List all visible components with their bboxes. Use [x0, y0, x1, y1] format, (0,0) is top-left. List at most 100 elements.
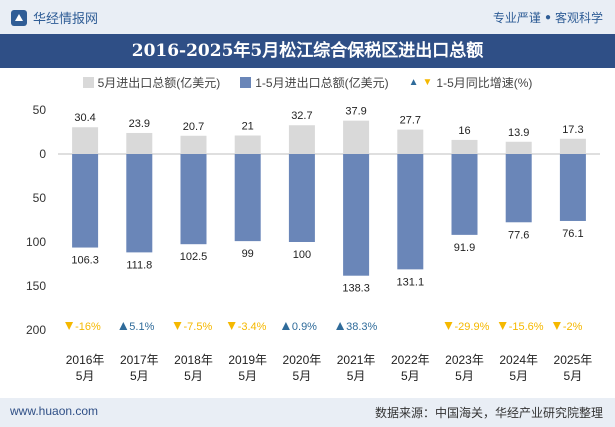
data-label-month-total: 13.9	[508, 127, 529, 139]
x-tick-label: 2020年	[283, 353, 322, 367]
bar-month-total	[559, 138, 586, 154]
x-tick-label: 2019年	[228, 353, 267, 367]
growth-label: 0.9%	[292, 321, 317, 333]
data-label-month-total: 27.7	[400, 115, 421, 127]
data-label-cumulative-total: 106.3	[71, 255, 99, 267]
x-tick-label: 2016年	[66, 353, 105, 367]
bar-month-total	[397, 129, 424, 154]
data-label-cumulative-total: 102.5	[180, 251, 208, 263]
bar-month-total	[234, 135, 261, 154]
brand-name: 华经情报网	[33, 11, 99, 26]
y-tick-label: 50	[33, 103, 47, 117]
growth-label: 38.3%	[346, 321, 377, 333]
growth-label: -16%	[75, 321, 101, 333]
growth-label: -3.4%	[238, 321, 267, 333]
x-tick-label: 2018年	[174, 353, 213, 367]
bullet-icon: ●	[544, 12, 551, 23]
growth-label: -29.9%	[455, 321, 490, 333]
data-label-month-total: 30.4	[74, 112, 95, 124]
growth-up-marker	[336, 322, 345, 330]
bar-month-total	[451, 139, 478, 154]
top-header-bar: 华经情报网 专业严谨 ● 客观科学	[0, 0, 615, 34]
bar-cumulative-total	[72, 154, 99, 248]
data-label-cumulative-total: 131.1	[397, 276, 425, 288]
x-tick-label: 5月	[564, 369, 583, 383]
growth-label: -2%	[563, 321, 583, 333]
data-label-month-total: 16	[458, 125, 470, 137]
data-label-cumulative-total: 76.1	[562, 228, 583, 240]
triangle-up-icon: ▲	[408, 76, 419, 88]
growth-up-marker	[281, 322, 290, 330]
y-tick-label: 150	[26, 279, 46, 293]
triangle-down-icon: ▼	[422, 76, 433, 88]
bar-cumulative-total	[126, 154, 153, 253]
bar-month-total	[126, 132, 153, 154]
data-label-month-total: 37.9	[345, 106, 366, 118]
x-tick-label: 5月	[76, 369, 95, 383]
bar-cumulative-total	[505, 154, 532, 223]
x-tick-label: 5月	[293, 369, 312, 383]
data-label-cumulative-total: 100	[293, 249, 311, 261]
growth-down-marker	[444, 322, 453, 330]
legend-label-month-total: 5月进出口总额(亿美元)	[97, 75, 221, 90]
bar-cumulative-total	[288, 154, 315, 242]
growth-down-marker	[552, 322, 561, 330]
y-tick-label: 200	[26, 323, 46, 337]
y-tick-label: 50	[33, 191, 47, 205]
bar-month-total	[343, 120, 370, 154]
growth-label: 5.1%	[129, 321, 154, 333]
x-tick-label: 2025年	[554, 353, 593, 367]
site-url[interactable]: www.huaon.com	[10, 404, 99, 418]
legend-item-growth: ▲ ▼ 1-5月同比增速(%)	[409, 72, 533, 92]
x-tick-label: 5月	[401, 369, 420, 383]
bar-month-total	[180, 135, 207, 154]
chart-plot: 50 0 50 100 150 200 30.4 106.3 -16% 2016年 5月 23.9 11…	[26, 103, 600, 383]
slogan: 专业严谨 ● 客观科学	[493, 9, 603, 26]
growth-label: -7.5%	[184, 321, 213, 333]
data-label-month-total: 17.3	[562, 124, 583, 136]
chart-legend: 5月进出口总额(亿美元) 1-5月进出口总额(亿美元) ▲ ▼ 1-5月同比增速(…	[0, 72, 615, 92]
legend-swatch-month	[82, 76, 94, 88]
legend-label-growth: 1-5月同比增速(%)	[436, 75, 533, 90]
slogan-left: 专业严谨	[492, 11, 541, 25]
x-tick-label: 2021年	[337, 353, 376, 367]
slogan-right: 客观科学	[554, 11, 603, 25]
x-tick-label: 2022年	[391, 353, 430, 367]
bar-cumulative-total	[234, 154, 261, 242]
data-label-cumulative-total: 77.6	[508, 229, 529, 241]
y-tick-label: 0	[39, 147, 46, 161]
data-label-cumulative-total: 138.3	[342, 283, 370, 295]
bar-cumulative-total	[397, 154, 424, 270]
data-source: 数据来源：中国海关，华经产业研究院整理	[374, 406, 603, 420]
growth-down-marker	[227, 322, 236, 330]
chart-title: 2016-2025年5月松江综合保税区进出口总额	[0, 34, 615, 68]
x-tick-label: 2023年	[445, 353, 484, 367]
data-label-month-total: 21	[242, 121, 254, 133]
footer-bar: www.huaon.com 数据来源：中国海关，华经产业研究院整理	[0, 398, 615, 427]
legend-label-cumulative-total: 1-5月进出口总额(亿美元)	[255, 75, 389, 90]
bar-cumulative-total	[180, 154, 207, 245]
bar-cumulative-total	[343, 154, 370, 276]
data-label-month-total: 32.7	[291, 110, 312, 122]
x-tick-label: 5月	[238, 369, 257, 383]
y-tick-label: 100	[26, 235, 46, 249]
logo-icon	[11, 9, 27, 26]
x-tick-label: 5月	[130, 369, 149, 383]
growth-label: -15.6%	[509, 321, 544, 333]
bar-month-total	[72, 127, 99, 154]
brand[interactable]: 华经情报网	[10, 8, 98, 27]
legend-swatch-cumulative	[240, 76, 252, 88]
x-tick-label: 5月	[184, 369, 203, 383]
bar-month-total	[505, 141, 532, 154]
growth-down-marker	[498, 322, 507, 330]
x-tick-label: 2017年	[120, 353, 159, 367]
growth-down-marker	[173, 322, 182, 330]
data-label-cumulative-total: 111.8	[126, 259, 152, 271]
bar-cumulative-total	[451, 154, 478, 235]
data-label-month-total: 20.7	[183, 121, 204, 133]
x-tick-label: 5月	[509, 369, 528, 383]
x-tick-label: 5月	[455, 369, 474, 383]
bar-month-total	[288, 125, 315, 154]
x-tick-label: 5月	[347, 369, 366, 383]
data-label-cumulative-total: 91.9	[454, 242, 475, 254]
